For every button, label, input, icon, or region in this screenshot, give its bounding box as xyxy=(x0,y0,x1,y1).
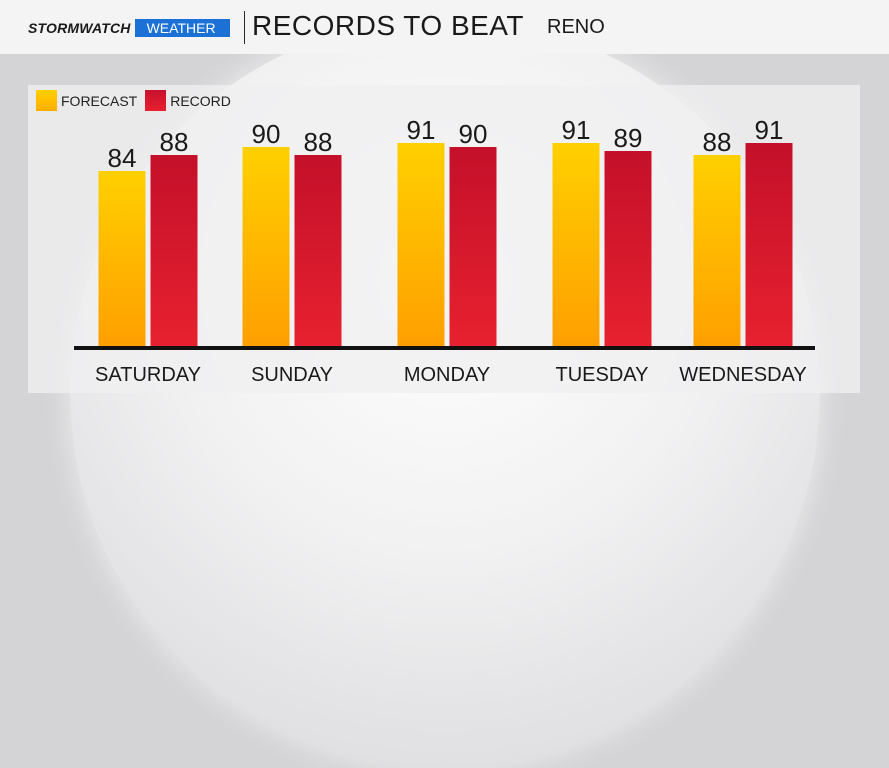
x-axis-line xyxy=(74,346,815,350)
bar-forecast-tuesday xyxy=(552,143,600,346)
brand-logo: STORMWATCH WEATHER xyxy=(28,19,230,37)
bar-chart: 84 88 SATURDAY 90 88 SUNDAY 91 90 MONDAY 91 89 TUES… xyxy=(74,115,815,386)
data-label-forecast-saturday: 84 xyxy=(108,143,137,173)
legend-label-forecast: FORECAST xyxy=(61,92,138,109)
chart-legend: FORECAST RECORD xyxy=(36,90,239,111)
legend-label-record: RECORD xyxy=(170,92,231,109)
data-label-record-monday: 90 xyxy=(459,119,488,149)
x-tick-label-sunday: SUNDAY xyxy=(251,364,333,386)
bar-forecast-monday xyxy=(397,143,445,346)
bar-forecast-sunday xyxy=(242,147,290,346)
data-label-forecast-tuesday: 91 xyxy=(562,115,591,145)
bar-record-wednesday xyxy=(745,143,793,346)
brand-stormwatch: STORMWATCH xyxy=(28,20,131,36)
data-label-forecast-monday: 91 xyxy=(407,115,436,145)
bar-record-monday xyxy=(449,147,497,346)
legend-item-record: RECORD xyxy=(145,90,231,111)
bar-record-saturday xyxy=(150,155,198,346)
data-label-record-tuesday: 89 xyxy=(614,123,643,153)
legend-swatch-record xyxy=(145,90,167,111)
data-label-record-sunday: 88 xyxy=(304,127,333,157)
bar-forecast-saturday xyxy=(98,171,146,346)
brand-weather: WEATHER xyxy=(134,19,230,37)
header-divider xyxy=(244,11,245,44)
header-bar: STORMWATCH WEATHER RECORDS TO BEAT RENO xyxy=(0,0,889,54)
x-tick-label-saturday: SATURDAY xyxy=(95,364,201,386)
x-tick-label-wednesday: WEDNESDAY xyxy=(679,364,806,386)
data-label-forecast-wednesday: 88 xyxy=(703,127,732,157)
location-label: RENO xyxy=(547,16,605,38)
legend-swatch-forecast xyxy=(36,90,57,111)
x-tick-label-tuesday: TUESDAY xyxy=(556,364,649,386)
page-title: RECORDS TO BEAT xyxy=(252,10,524,41)
legend-item-forecast: FORECAST xyxy=(36,90,137,111)
x-tick-label-monday: MONDAY xyxy=(404,364,490,386)
data-label-record-saturday: 88 xyxy=(160,127,189,157)
bar-record-sunday xyxy=(294,155,342,346)
data-label-forecast-sunday: 90 xyxy=(252,119,281,149)
data-label-record-wednesday: 91 xyxy=(755,115,784,145)
bar-forecast-wednesday xyxy=(693,155,741,346)
bar-record-tuesday xyxy=(604,151,652,346)
